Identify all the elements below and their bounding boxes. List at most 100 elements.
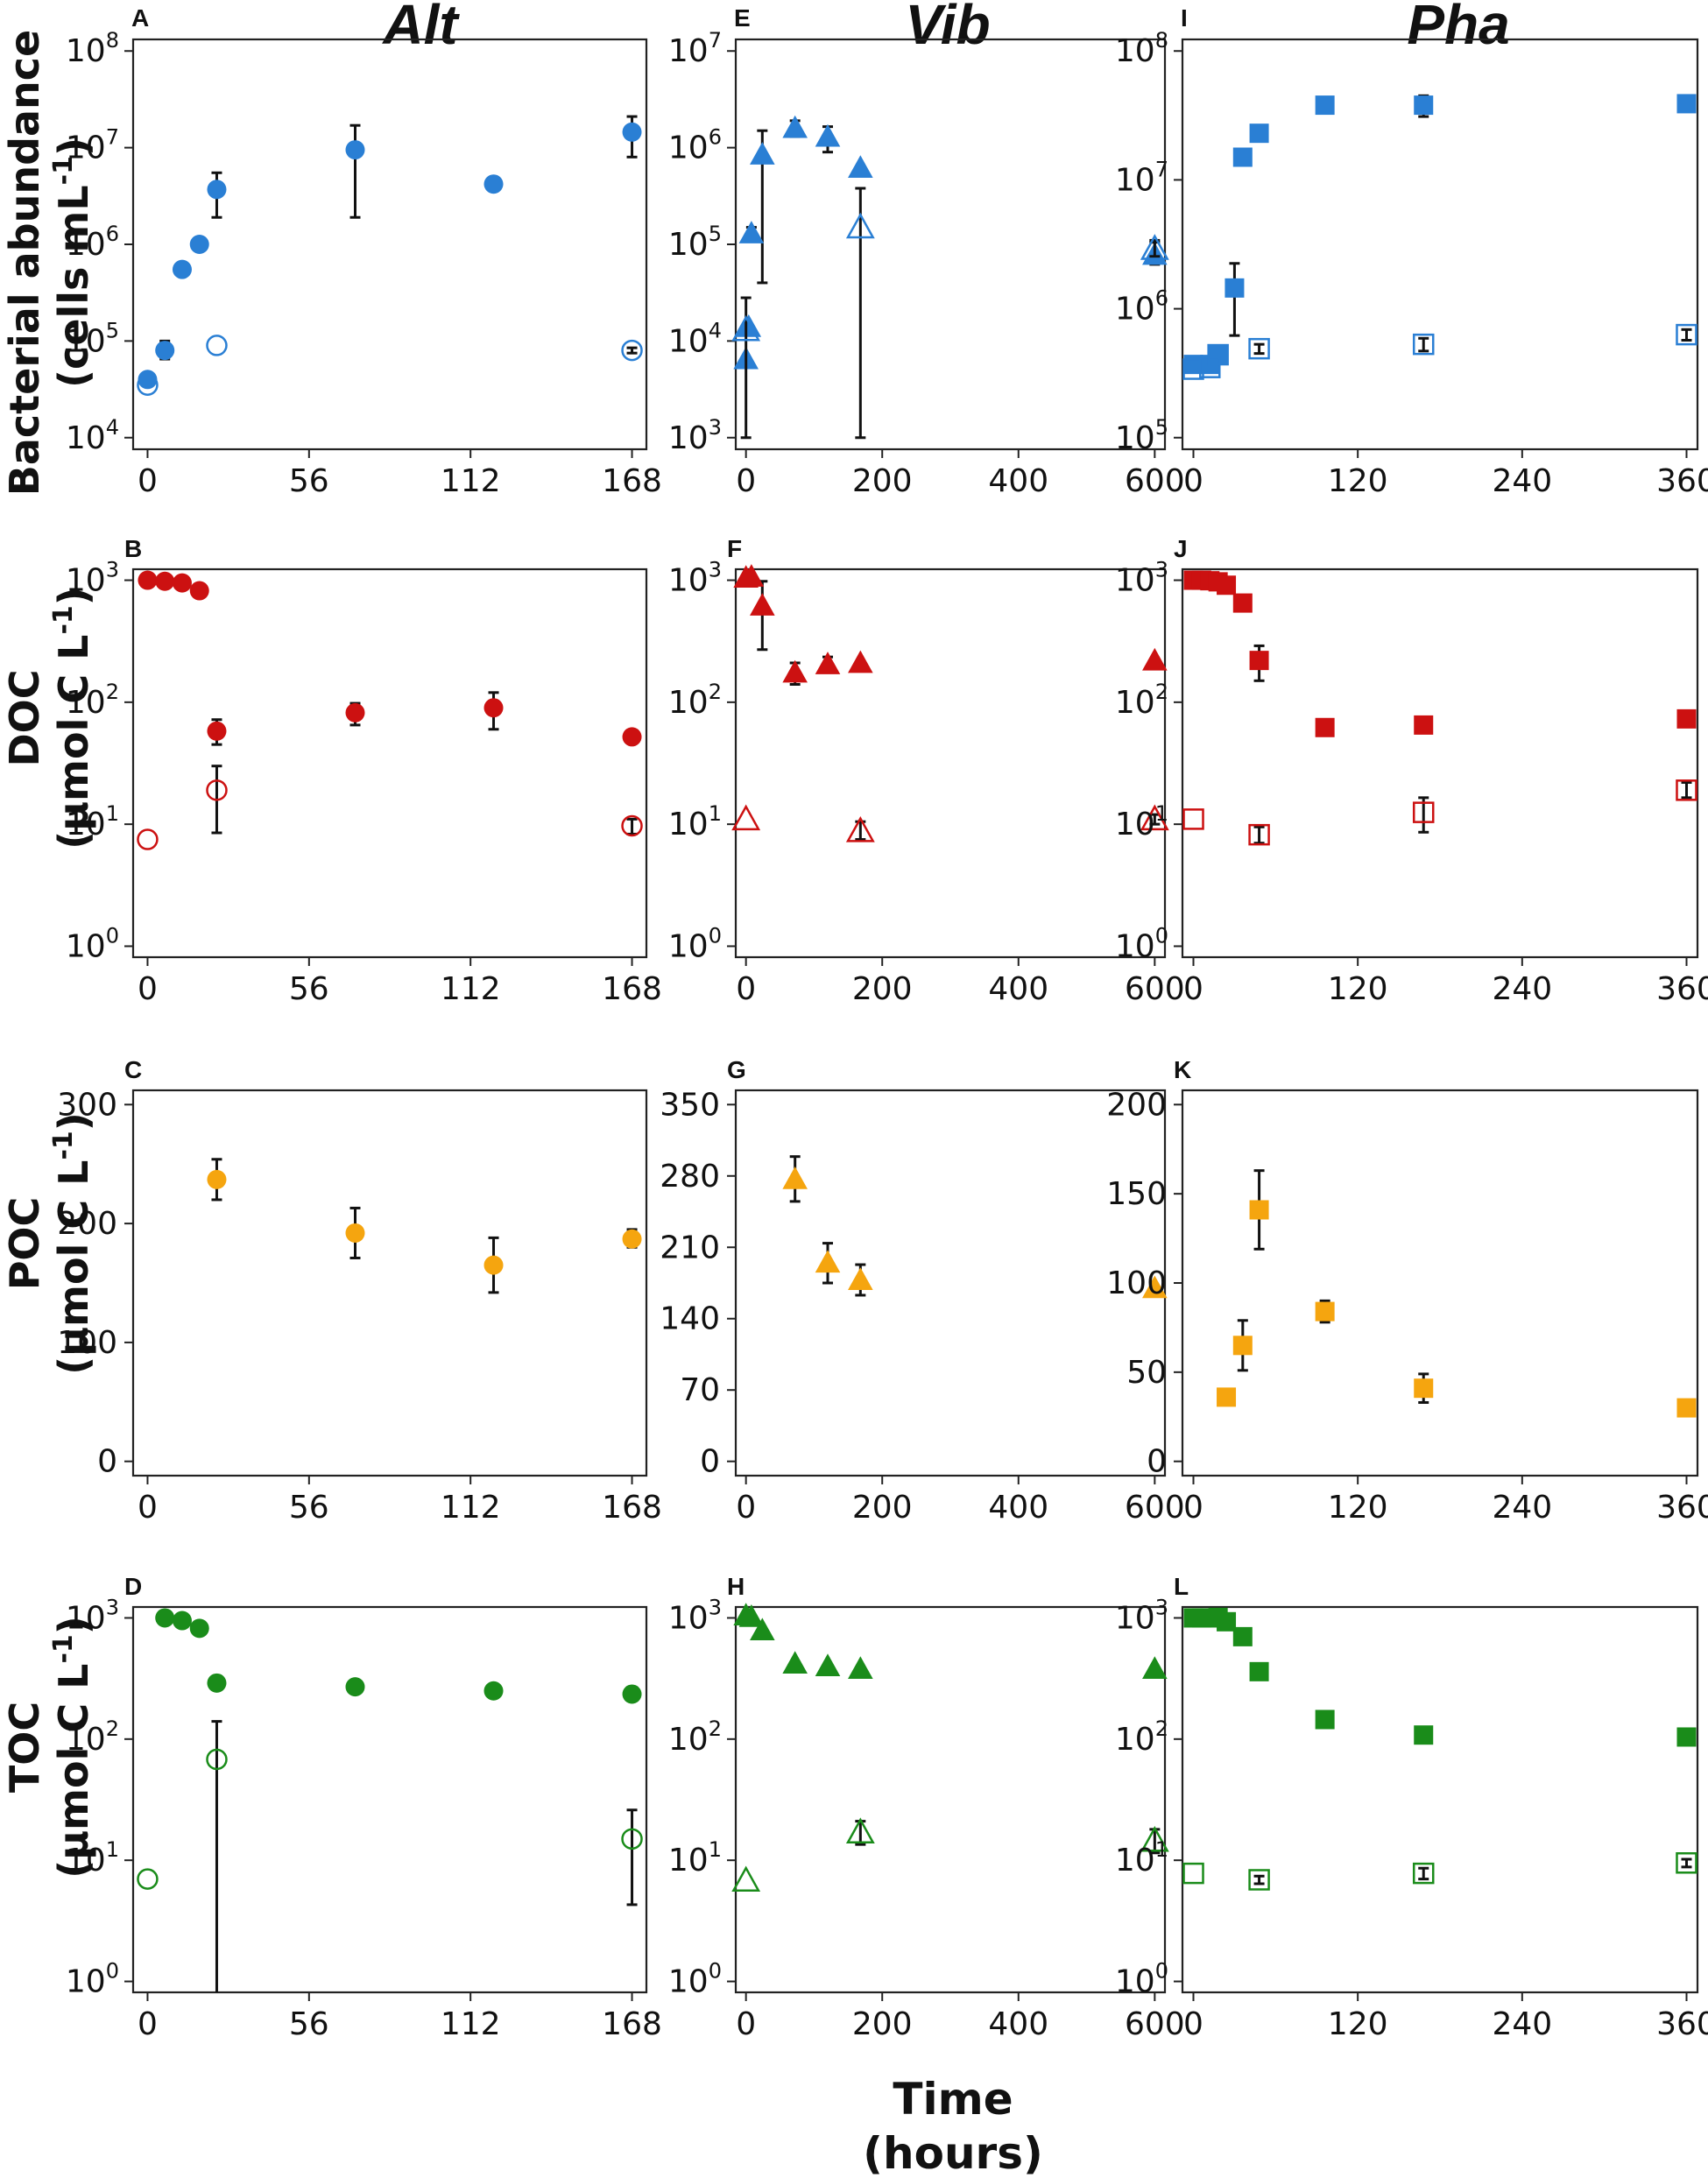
data-point [483, 174, 504, 194]
y-tick-label: 103 [668, 415, 722, 456]
data-point [1207, 343, 1229, 366]
x-tick-label: 360 [1656, 2006, 1708, 2042]
row-label-unit-close: ) [50, 587, 97, 605]
plot-frame [1181, 38, 1699, 451]
data-point [1182, 808, 1204, 830]
data-point [731, 314, 761, 342]
y-tick-exponent: 3 [709, 1595, 722, 1619]
y-tick-label: 101 [66, 801, 119, 842]
data-point [189, 235, 209, 254]
data-point [815, 1653, 841, 1676]
data-point [1676, 323, 1697, 346]
data-point [738, 564, 765, 587]
row-label-unit-exponent: -1 [48, 156, 79, 185]
data-point [848, 155, 873, 178]
data-point [782, 1166, 808, 1189]
row-label-line1: POC [1, 1197, 48, 1291]
plot-frame [1181, 1089, 1699, 1477]
data-point [1249, 651, 1269, 671]
series-open [731, 187, 1169, 440]
series-filled [1217, 1169, 1697, 1418]
y-tick-exponent: 3 [709, 558, 722, 582]
data-point [483, 1681, 504, 1701]
data-point [1412, 333, 1435, 356]
y-tick-exponent: 4 [106, 415, 119, 440]
data-point [155, 1608, 175, 1628]
x-tick-label: 400 [988, 2006, 1048, 2042]
x-tick-label: 0 [138, 2006, 158, 2042]
row-labels: Bacterial abundance (cells mL-1)DOC (µmol … [1, 30, 97, 1878]
y-tick-label: 101 [668, 801, 722, 842]
data-point [1217, 1611, 1237, 1632]
y-tick-label: 103 [668, 558, 722, 599]
row-label-line2: (µmol C L-1) [48, 1616, 97, 1878]
y-tick-exponent: 6 [106, 222, 119, 246]
data-point [848, 1267, 873, 1290]
x-tick-label: 400 [988, 1490, 1048, 1526]
data-point [1414, 95, 1434, 116]
row-label-unit-close: ) [50, 1112, 97, 1131]
x-tick-label: 200 [852, 971, 913, 1007]
data-point [155, 341, 175, 361]
y-tick-label: 100 [1115, 1959, 1168, 2000]
data-point [1199, 356, 1221, 378]
row-label-unit: (µmol C L [50, 635, 97, 849]
data-point [1315, 1301, 1335, 1322]
panel-I: I 105 106 107 108 0 120 240 360 [1115, 4, 1708, 499]
y-tick-exponent: 5 [1155, 415, 1168, 440]
data-point [483, 698, 504, 718]
y-tick-exponent: 3 [106, 1595, 119, 1619]
x-tick-label: 200 [852, 463, 913, 499]
x-tick-label: 168 [602, 1490, 662, 1526]
data-point [172, 573, 192, 593]
data-point [345, 702, 365, 722]
error-bar [1681, 1857, 1692, 1869]
data-point [738, 221, 765, 243]
y-tick-label: 103 [66, 558, 119, 599]
series-filled [1183, 94, 1697, 375]
data-point [622, 122, 642, 142]
data-point [172, 1611, 192, 1631]
y-tick-label: 102 [1115, 680, 1168, 721]
y-tick-exponent: 6 [1155, 286, 1168, 311]
y-tick-exponent: 5 [709, 222, 722, 246]
x-tick-label: 56 [289, 463, 329, 499]
y-tick-exponent: 8 [1155, 28, 1168, 53]
x-tick-label: 360 [1656, 463, 1708, 499]
x-tick-label: 120 [1328, 1490, 1388, 1526]
y-tick-label: 102 [66, 680, 119, 721]
series-filled [782, 1155, 1168, 1299]
row-label-bact: Bacterial abundance (cells mL-1) [1, 30, 97, 496]
x-tick-label: 0 [138, 1490, 158, 1526]
x-tick-label: 0 [138, 971, 158, 1007]
row-label-toc: TOC (µmol C L-1) [1, 1616, 97, 1878]
data-point [621, 1828, 643, 1850]
data-point [138, 370, 158, 390]
data-point [207, 180, 227, 200]
x-tick-label: 120 [1328, 971, 1388, 1007]
x-tick-label: 400 [988, 463, 1048, 499]
x-tick-label: 0 [1183, 1490, 1203, 1526]
data-point [206, 335, 228, 356]
series-filled [733, 1603, 1168, 1680]
y-tick-exponent: 2 [106, 680, 119, 704]
x-tick-label: 600 [1125, 1490, 1185, 1526]
x-tick-label: 120 [1328, 463, 1388, 499]
data-point [750, 593, 775, 616]
row-label-unit: (µmol C L [50, 1664, 97, 1878]
data-point [345, 1223, 365, 1243]
data-point [1676, 779, 1697, 801]
data-point [137, 374, 159, 396]
row-label-unit-exponent: -1 [48, 605, 79, 634]
x-tick-label: 168 [602, 463, 662, 499]
y-tick-exponent: 0 [1155, 1959, 1168, 1984]
panel-letter: H [727, 1573, 745, 1600]
error-bar [1229, 262, 1240, 337]
data-point [731, 1865, 761, 1893]
data-point [206, 779, 228, 801]
x-axis-title-line2: (hours) [863, 2128, 1043, 2178]
series-filled [207, 1158, 642, 1294]
y-tick-exponent: 0 [1155, 923, 1168, 948]
y-tick-exponent: 3 [709, 415, 722, 440]
row-label-line1: DOC [1, 669, 48, 766]
